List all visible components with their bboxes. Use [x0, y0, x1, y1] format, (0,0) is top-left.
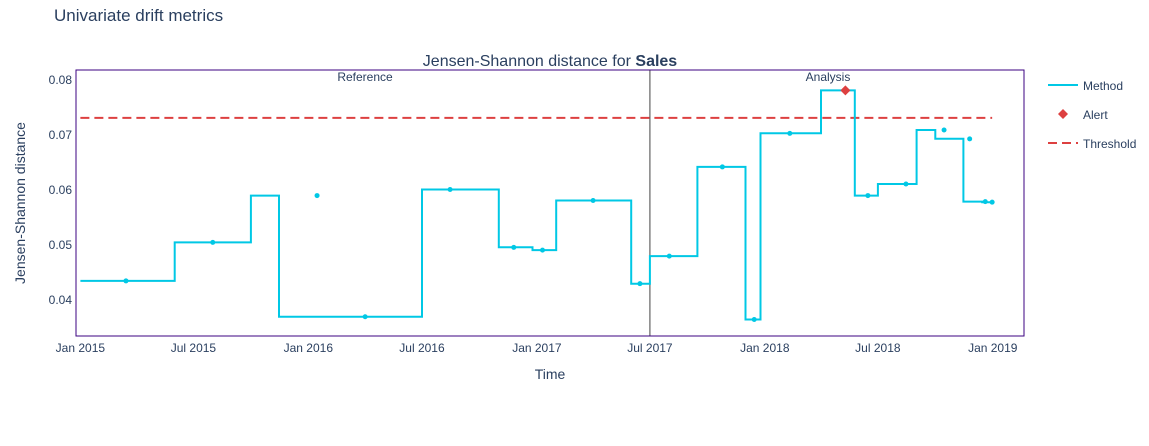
legend-threshold-label: Threshold	[1083, 137, 1136, 151]
y-tick-label: 0.07	[49, 128, 73, 142]
y-tick-label: 0.08	[49, 73, 73, 87]
method-point[interactable]	[210, 239, 216, 245]
method-point[interactable]	[590, 198, 596, 204]
legend-item-threshold[interactable]: Threshold	[1048, 137, 1136, 151]
x-tick-label: Jan 2019	[968, 341, 1018, 355]
chart-title-feature: Sales	[635, 53, 677, 70]
method-point[interactable]	[540, 247, 546, 253]
y-tick-label: 0.04	[49, 293, 73, 307]
x-tick-label: Jan 2017	[512, 341, 562, 355]
method-point[interactable]	[989, 199, 995, 205]
x-axis-ticks: Jan 2015 Jul 2015 Jan 2016 Jul 2016 Jan 2017…	[56, 341, 1018, 355]
period-label-reference: Reference	[337, 70, 393, 84]
legend-item-alert[interactable]: Alert	[1058, 108, 1108, 122]
method-point[interactable]	[719, 164, 725, 170]
method-point[interactable]	[967, 136, 973, 142]
method-point[interactable]	[865, 193, 871, 199]
x-tick-label: Jul 2016	[399, 341, 445, 355]
legend-item-method[interactable]: Method	[1048, 79, 1123, 93]
legend-alert-label: Alert	[1083, 108, 1108, 122]
method-point[interactable]	[511, 244, 517, 250]
x-axis-label: Time	[535, 366, 566, 382]
method-point[interactable]	[447, 187, 453, 193]
page-title: Univariate drift metrics	[54, 6, 223, 25]
method-point[interactable]	[751, 316, 757, 322]
method-point[interactable]	[982, 199, 988, 205]
method-point[interactable]	[903, 181, 909, 187]
method-point[interactable]	[314, 193, 320, 199]
x-tick-label: Jul 2015	[171, 341, 217, 355]
method-point[interactable]	[941, 127, 947, 133]
period-label-analysis: Analysis	[806, 70, 851, 84]
x-tick-label: Jan 2015	[56, 341, 106, 355]
legend[interactable]: Method Alert Threshold	[1048, 79, 1136, 151]
plot-frame	[75, 69, 1025, 337]
method-point[interactable]	[123, 278, 129, 284]
method-point[interactable]	[787, 130, 793, 136]
method-point[interactable]	[666, 253, 672, 259]
method-step-line	[80, 89, 993, 321]
y-axis-ticks: 0.04 0.05 0.06 0.07 0.08	[49, 73, 73, 307]
x-tick-label: Jul 2017	[627, 341, 673, 355]
y-tick-label: 0.06	[49, 183, 73, 197]
chart-title-prefix: Jensen-Shannon distance for	[423, 53, 636, 70]
method-point[interactable]	[362, 314, 368, 320]
chart-title: Jensen-Shannon distance for Sales	[423, 53, 678, 70]
y-tick-label: 0.05	[49, 238, 73, 252]
x-tick-label: Jul 2018	[855, 341, 901, 355]
legend-method-label: Method	[1083, 79, 1123, 93]
x-tick-label: Jan 2016	[284, 341, 334, 355]
alert-marker[interactable]	[840, 85, 851, 96]
y-axis-label: Jensen-Shannon distance	[12, 122, 28, 284]
legend-alert-diamond-icon	[1058, 109, 1068, 119]
method-point[interactable]	[637, 281, 643, 287]
x-tick-label: Jan 2018	[740, 341, 790, 355]
